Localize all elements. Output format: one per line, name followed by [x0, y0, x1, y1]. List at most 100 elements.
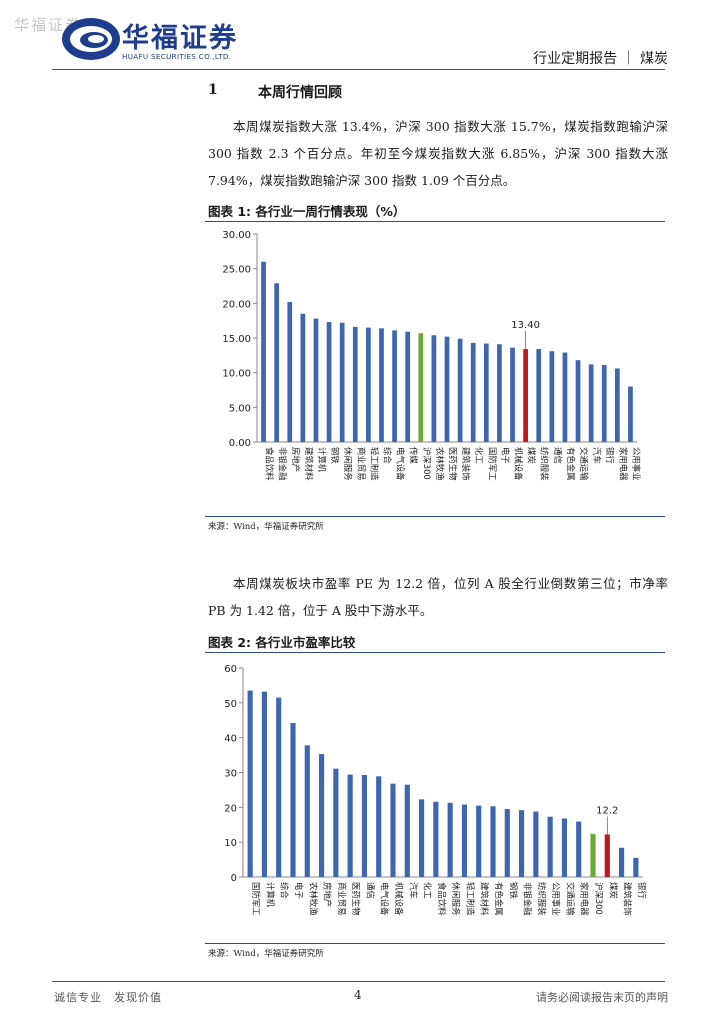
chart2-bar	[304, 745, 310, 877]
section-title: 本周行情回顾	[258, 85, 342, 101]
chart1-x-tick-label: 建筑材料	[304, 447, 314, 481]
chart1-bar	[575, 360, 581, 442]
chart2-annotation-label: 12.2	[596, 806, 618, 817]
chart2-x-tick-label: 纺织服装	[537, 882, 547, 916]
chart2-bar	[476, 805, 482, 877]
chart1-x-tick-label: 交通运输	[579, 447, 589, 481]
chart2-bar	[547, 816, 553, 877]
chart1-x-tick-label: 煤炭	[527, 447, 537, 464]
chart2-bar	[247, 690, 253, 877]
chart2-bar	[276, 697, 282, 877]
chart1-bar	[510, 347, 515, 442]
chart2-x-tick-label: 非银金融	[523, 882, 533, 916]
company-logo-icon	[62, 18, 120, 60]
chart1-bar	[588, 364, 594, 442]
chart2-bar	[576, 821, 582, 877]
chart2-bar	[376, 776, 382, 877]
chart1-bar	[379, 328, 384, 442]
chart2-x-tick-label: 汽车	[408, 882, 418, 899]
figure2-source: 来源：Wind，华福证券研究所	[208, 949, 324, 959]
chart1-y-tick-label: 30.00	[222, 230, 251, 241]
figure2-title: 图表 2: 各行业市盈率比较	[208, 635, 356, 650]
chart1-bar	[601, 365, 607, 442]
chart2-x-tick-label: 电气设备	[380, 882, 390, 916]
chart1-bar	[562, 352, 568, 442]
chart2-x-tick-label: 建筑装饰	[623, 882, 633, 916]
chart2-x-tick-label: 食品饮料	[437, 882, 447, 916]
chart1-bar	[274, 283, 280, 442]
figure1-top-rule	[205, 221, 665, 222]
chart1-x-tick-label: 公用事业	[631, 447, 641, 481]
chart2-x-tick-label: 建筑材料	[480, 882, 490, 916]
chart2-x-tick-label: 公用事业	[551, 882, 561, 916]
chart1-bar	[300, 313, 306, 442]
chart2-bar	[561, 818, 567, 877]
chart2-x-tick-label: 通信	[365, 882, 375, 899]
chart1-bar	[444, 336, 450, 442]
chart2-bar	[490, 806, 496, 877]
paragraph-valuation: 本周煤炭板块市盈率 PE 为 12.2 倍，位列 A 股全行业倒数第三位；市净率…	[208, 576, 668, 618]
chart1-y-tick-label: 20.00	[222, 299, 251, 310]
chart1-x-tick-label: 医药生物	[448, 447, 458, 481]
chart2-y-tick-label: 10	[224, 838, 237, 849]
chart2-x-tick-label: 医药生物	[351, 882, 361, 916]
section-number: 1	[208, 82, 218, 98]
chart2-bar	[319, 754, 325, 877]
chart2-y-tick-label: 30	[224, 769, 237, 780]
page-number: 4	[354, 988, 362, 1002]
chart1-y-tick-label: 25.00	[222, 265, 251, 276]
chart2-x-tick-label: 房地产	[323, 882, 333, 907]
report-type: 行业定期报告 ｜ 煤炭	[533, 51, 668, 67]
chart2-x-tick-label: 沪深300	[594, 882, 604, 915]
chart1-bar	[352, 326, 358, 442]
chart1-bar	[523, 349, 528, 442]
paragraph-weekly-review: 本周煤炭指数大涨 13.4%，沪深 300 指数大涨 15.7%，煤炭指数跑输沪…	[208, 119, 668, 188]
chart1-x-tick-label: 银行	[605, 447, 615, 464]
chart2-x-tick-label: 交通运输	[565, 882, 575, 916]
footer-divider	[52, 981, 665, 982]
chart1-x-tick-label: 房地产	[291, 447, 301, 472]
chart1-x-tick-label: 沪深300	[422, 447, 432, 480]
chart2-x-tick-label: 农林牧渔	[308, 882, 318, 916]
chart2-bar	[504, 809, 510, 877]
chart1-x-tick-label: 纺织服装	[540, 447, 550, 481]
chart2-y-tick-label: 40	[224, 734, 237, 745]
chart1-x-tick-label: 商业贸易	[356, 447, 366, 481]
chart1-x-tick-label: 建筑装饰	[461, 447, 471, 481]
figure2-top-rule	[205, 652, 665, 653]
chart2-x-tick-label: 国防军工	[251, 882, 261, 916]
chart1-y-tick-label: 5.00	[229, 403, 251, 414]
chart-weekly-performance: 0.00 5.00 10.00 15.00 20.00 25.00 30.00 食品饮料 非银金…	[222, 230, 641, 481]
chart2-x-tick-label: 银行	[637, 882, 647, 899]
chart1-x-tick-label: 农林牧渔	[435, 447, 445, 481]
chart2-y-tick-label: 0	[231, 873, 237, 884]
chart2-bar	[447, 802, 453, 877]
chart1-x-tick-label: 化工	[474, 447, 484, 464]
chart1-bar	[405, 331, 411, 442]
chart1-y-tick-label: 10.00	[222, 369, 251, 380]
chart2-y-tick-label: 20	[224, 803, 237, 814]
chart2-bar	[461, 804, 467, 877]
chart2-y-tick-label: 60	[224, 664, 237, 675]
chart1-x-tick-label: 传媒	[409, 447, 419, 464]
brand-name: 华福证券	[122, 23, 238, 54]
chart1-x-tick-label: 国防军工	[487, 447, 497, 481]
chart1-x-tick-label: 有色金属	[566, 447, 576, 481]
chart1-bar	[431, 335, 437, 442]
chart1-bar	[457, 338, 463, 442]
chart2-x-tick-label: 电子	[294, 882, 304, 899]
chart1-bar	[339, 322, 345, 442]
chart1-bar	[366, 327, 371, 442]
chart1-x-tick-label: 轻工制造	[369, 447, 379, 481]
chart2-x-tick-label: 轻工制造	[465, 882, 475, 916]
chart2-y-tick-label: 50	[224, 699, 237, 710]
chart1-x-tick-label: 机械设备	[514, 447, 524, 481]
footer-disclaimer: 请务必阅读报告末页的声明	[536, 991, 668, 1004]
chart1-bar	[418, 333, 424, 442]
chart2-bar	[590, 833, 596, 877]
watermark: 华福证券	[14, 16, 83, 34]
chart2-x-tick-label: 钢铁	[508, 882, 518, 899]
chart2-x-tick-label: 有色金属	[494, 882, 504, 916]
chart1-bar	[326, 322, 332, 442]
chart2-x-tick-label: 煤炭	[608, 882, 618, 899]
